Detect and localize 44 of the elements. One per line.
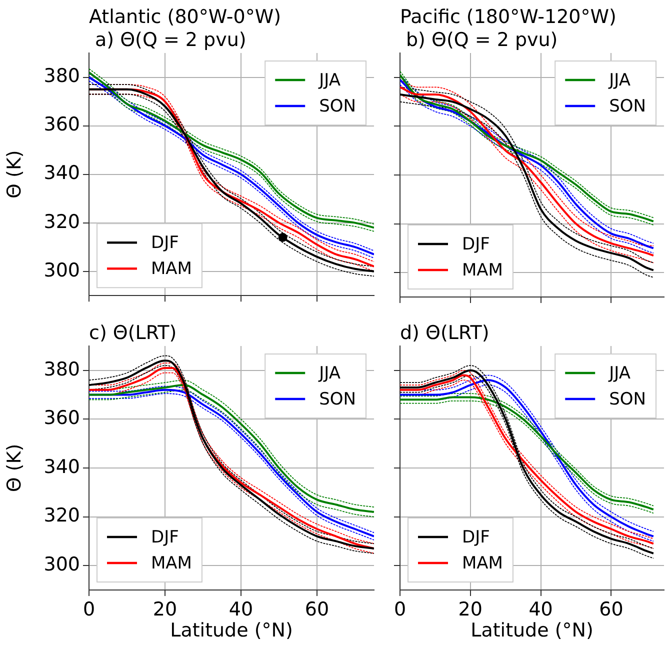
chart-subtitle: b) Θ(Q = 2 pvu): [406, 29, 558, 51]
legend-label: SON: [609, 389, 646, 410]
legend-label: SON: [319, 96, 356, 116]
legend-label: SON: [609, 96, 646, 116]
x-tick-label: 40: [528, 598, 553, 620]
y-tick-label: 360: [44, 114, 80, 136]
legend-label: MAM: [151, 553, 192, 574]
x-tick-label: 0: [82, 598, 96, 620]
chart-title: c) Θ(LRT): [89, 322, 177, 344]
x-tick-label: 40: [228, 598, 254, 620]
x-axis-title: Latitude (°N): [470, 620, 594, 642]
x-tick-label: 20: [458, 598, 482, 620]
legend-label: MAM: [462, 260, 503, 280]
x-tick-label: 60: [304, 598, 330, 620]
y-tick-label: 300: [44, 554, 80, 576]
legend-label: DJF: [462, 527, 490, 548]
legend-label: DJF: [151, 233, 179, 254]
legend-label: DJF: [151, 527, 179, 548]
legend-label: SON: [319, 389, 356, 410]
y-tick-label: 360: [44, 407, 80, 430]
legend-label: JJA: [318, 363, 341, 384]
y-tick-label: 380: [44, 65, 80, 88]
y-axis-title: Θ (K): [3, 444, 26, 492]
y-tick-label: 300: [44, 259, 80, 282]
x-tick-label: 60: [599, 598, 624, 620]
legend-label: MAM: [462, 553, 503, 574]
x-tick-label: 0: [394, 598, 406, 620]
legend-label: JJA: [318, 70, 341, 90]
legend-label: JJA: [608, 70, 631, 90]
legend-label: DJF: [462, 234, 490, 254]
y-tick-label: 380: [44, 358, 80, 380]
y-tick-label: 340: [44, 456, 80, 478]
x-axis-title: Latitude (°N): [170, 620, 293, 642]
y-tick-label: 340: [44, 162, 80, 184]
chart-title: Pacific (180°W-120°W): [400, 6, 616, 28]
y-axis-title: Θ (K): [3, 150, 26, 198]
y-tick-label: 320: [44, 504, 80, 527]
x-tick-label: 20: [152, 598, 178, 620]
y-tick-label: 320: [44, 210, 80, 233]
legend-label: JJA: [608, 363, 631, 384]
chart-title: Atlantic (80°W-0°W): [89, 6, 282, 28]
chart-title: d) Θ(LRT): [400, 322, 490, 344]
chart-subtitle: a) Θ(Q = 2 pvu): [95, 29, 246, 51]
legend-label: MAM: [151, 259, 192, 280]
